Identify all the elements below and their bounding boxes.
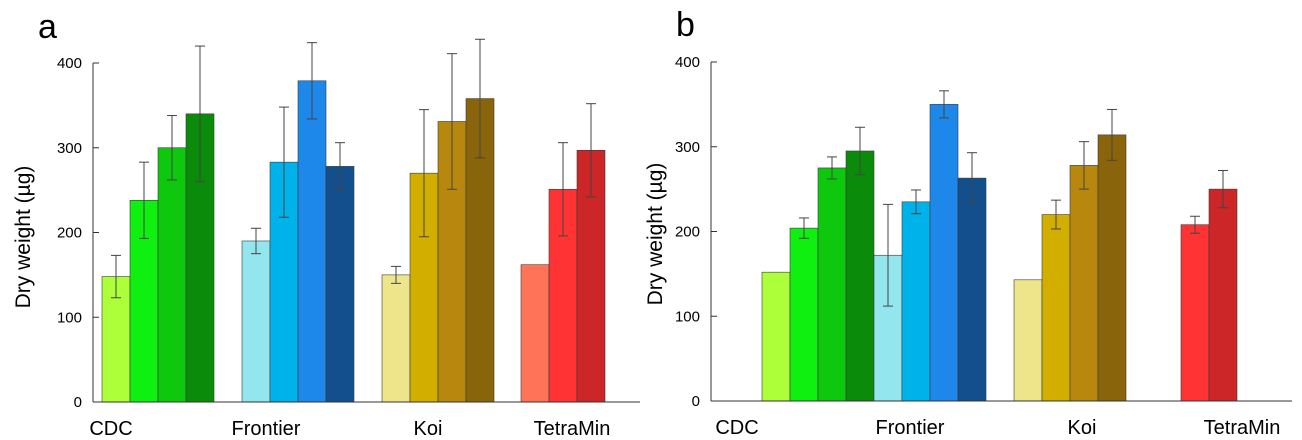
category-label: CDC: [89, 418, 132, 440]
y-tick-label: 400: [675, 54, 700, 71]
bar: [901, 201, 931, 402]
bar: [1097, 134, 1127, 402]
y-tick-label: 0: [74, 394, 82, 411]
chart-panel-a: a Dry weight (µg) 0 100 200 300 400 CDC Fronti…: [12, 8, 640, 440]
y-tick-label: 0: [692, 393, 700, 410]
y-tick-label: 300: [675, 139, 700, 156]
y-tick-label: 200: [57, 225, 82, 242]
plot-area: 0 100 200 300 400 CDC Frontier Koi TetraMin: [57, 38, 640, 440]
chart-panel-b: b Dry weight (µg) 0 100 200 300 400 CDC Fronti…: [644, 6, 1292, 439]
category-label: Koi: [1068, 417, 1097, 439]
bar: [520, 264, 550, 403]
y-tick-label: 400: [57, 55, 82, 72]
bar: [929, 104, 959, 402]
bar: [1180, 224, 1210, 402]
bar: [817, 167, 847, 402]
bar: [241, 240, 271, 403]
y-tick-label: 100: [675, 308, 700, 325]
bar: [1013, 279, 1043, 402]
bar: [1069, 165, 1099, 402]
panel-label: a: [38, 8, 57, 46]
category-label: Frontier: [232, 418, 301, 440]
category-label: Koi: [414, 418, 443, 440]
bar: [1041, 214, 1071, 402]
category-label: Frontier: [876, 417, 945, 439]
category-label: TetraMin: [534, 418, 611, 440]
y-axis-label: Dry weight (µg): [12, 166, 35, 309]
plot-area: 0 100 200 300 400 CDC Frontier Koi TetraMin: [675, 54, 1292, 439]
bar: [325, 166, 355, 403]
bar: [845, 150, 875, 402]
bar: [381, 274, 411, 403]
bar: [157, 147, 187, 403]
y-tick-label: 200: [675, 224, 700, 241]
bar: [761, 271, 791, 402]
y-tick-label: 100: [57, 309, 82, 326]
y-axis-label: Dry weight (µg): [644, 163, 667, 306]
bar: [1208, 188, 1238, 402]
bar: [789, 227, 819, 402]
category-label: CDC: [715, 417, 758, 439]
category-label: TetraMin: [1204, 417, 1281, 439]
y-tick-label: 300: [57, 140, 82, 157]
bar: [297, 80, 327, 403]
bar: [957, 177, 987, 402]
panel-label: b: [676, 6, 695, 44]
